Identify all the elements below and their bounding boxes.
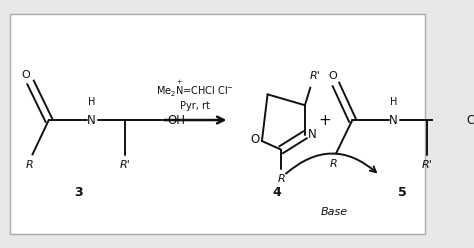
Text: Me$_2\overset{+}{\mathrm{N}}$=CHCl Cl$^{-}$: Me$_2\overset{+}{\mathrm{N}}$=CHCl Cl$^{…: [156, 78, 234, 99]
Text: 4: 4: [272, 186, 281, 199]
Text: Pyr, rt: Pyr, rt: [180, 101, 210, 111]
Text: R': R': [422, 159, 432, 170]
Text: R': R': [120, 159, 131, 170]
FancyBboxPatch shape: [10, 14, 425, 234]
Text: Base: Base: [320, 207, 347, 217]
Text: R: R: [26, 159, 34, 170]
Text: O: O: [22, 69, 30, 80]
Text: H: H: [390, 97, 397, 107]
Text: N: N: [87, 114, 96, 126]
Text: 5: 5: [398, 186, 407, 199]
Text: 3: 3: [74, 186, 83, 199]
Text: H: H: [88, 97, 95, 107]
Text: R': R': [310, 70, 320, 81]
Text: +: +: [319, 113, 331, 127]
Text: N: N: [308, 128, 317, 141]
Text: R: R: [329, 158, 337, 169]
Text: O: O: [250, 132, 259, 146]
Text: Cl: Cl: [467, 114, 474, 126]
Text: N: N: [389, 114, 398, 126]
Text: R: R: [277, 174, 285, 184]
Text: O: O: [328, 70, 337, 81]
Text: OH: OH: [167, 114, 185, 126]
